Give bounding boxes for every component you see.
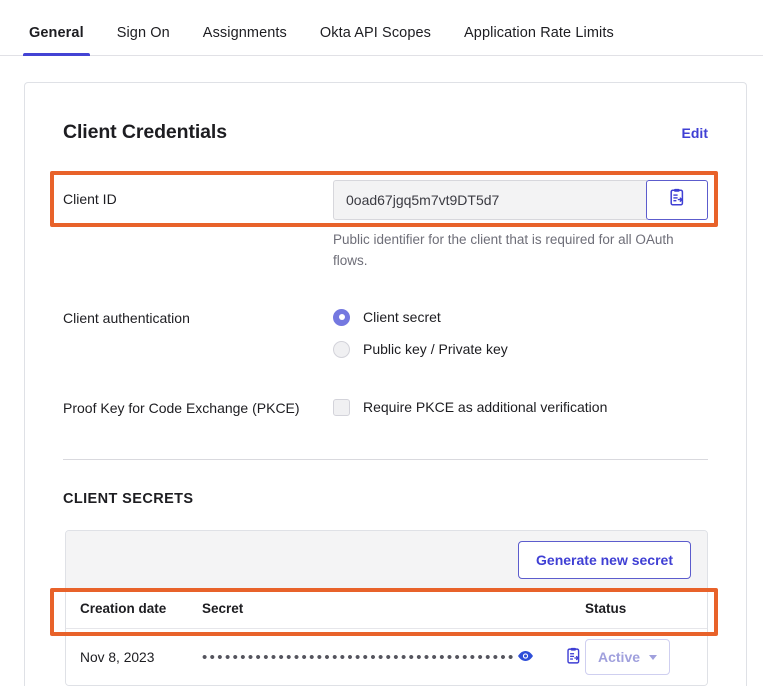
tab-general[interactable]: General (23, 25, 90, 56)
client-secrets-toolbar: Generate new secret (66, 531, 707, 589)
column-header-status: Status (585, 601, 627, 616)
radio-option-public-private-key[interactable]: Public key / Private key (333, 335, 708, 363)
chevron-down-icon (649, 654, 658, 660)
pkce-label: Proof Key for Code Exchange (PKCE) (63, 400, 300, 416)
eye-icon (517, 650, 534, 665)
radio-public-private-key-label: Public key / Private key (363, 341, 508, 357)
copy-client-id-button[interactable] (646, 180, 708, 220)
edit-link[interactable]: Edit (681, 125, 708, 141)
radio-public-private-key-icon[interactable] (333, 340, 350, 358)
checkbox-require-pkce-icon[interactable] (333, 398, 350, 416)
status-badge: Active (598, 649, 641, 665)
client-credentials-card: Client Credentials Edit Client ID 0oad67… (24, 82, 747, 686)
tab-bar: General Sign On Assignments Okta API Sco… (0, 0, 763, 56)
column-header-creation-date: Creation date (80, 601, 167, 616)
client-authentication-row: Client authentication Client secret Publ… (63, 303, 708, 367)
client-authentication-label: Client authentication (63, 310, 190, 326)
page-title: Client Credentials (63, 121, 227, 143)
tab-application-rate-limits[interactable]: Application Rate Limits (464, 25, 614, 41)
clipboard-copy-icon (565, 647, 582, 668)
checkbox-require-pkce-label: Require PKCE as additional verification (363, 399, 608, 415)
client-id-label: Client ID (63, 191, 117, 207)
tab-assignments[interactable]: Assignments (202, 25, 287, 41)
tab-sign-on[interactable]: Sign On (116, 25, 170, 41)
pkce-row: Proof Key for Code Exchange (PKCE) Requi… (63, 393, 708, 425)
clipboard-copy-icon (668, 188, 686, 212)
tab-okta-api-scopes[interactable]: Okta API Scopes (319, 25, 432, 41)
generate-new-secret-button[interactable]: Generate new secret (518, 540, 691, 579)
table-header-row: Creation date Secret Status (66, 589, 707, 629)
section-divider (63, 459, 708, 460)
column-header-secret: Secret (202, 601, 244, 616)
client-secrets-title: CLIENT SECRETS (63, 491, 194, 507)
client-id-hint: Public identifier for the client that is… (333, 232, 674, 268)
copy-secret-button[interactable] (561, 647, 585, 668)
cell-secret: ••••••••••••••••••••••••••••••••••••••••… (202, 647, 585, 668)
client-secrets-table: Generate new secret Creation date Secret… (65, 530, 708, 686)
client-id-input[interactable]: 0oad67jgq5m7vt9DT5d7 (333, 180, 647, 220)
status-dropdown[interactable]: Active (585, 639, 671, 675)
radio-client-secret-icon[interactable] (333, 308, 350, 326)
cell-status: Active (585, 639, 693, 675)
section-header: Client Credentials Edit (63, 121, 708, 144)
table-row: Nov 8, 2023 ••••••••••••••••••••••••••••… (66, 629, 707, 685)
checkbox-option-require-pkce[interactable]: Require PKCE as additional verification (333, 393, 708, 421)
reveal-secret-button[interactable] (513, 650, 537, 665)
radio-client-secret-label: Client secret (363, 309, 441, 325)
secret-masked-value: ••••••••••••••••••••••••••••••••••••••••… (202, 649, 513, 665)
cell-creation-date: Nov 8, 2023 (80, 649, 155, 665)
radio-option-client-secret[interactable]: Client secret (333, 303, 708, 331)
client-id-field-group: 0oad67jgq5m7vt9DT5d7 (333, 180, 708, 220)
client-id-row: Client ID 0oad67jgq5m7vt9DT5d7 (63, 180, 708, 271)
